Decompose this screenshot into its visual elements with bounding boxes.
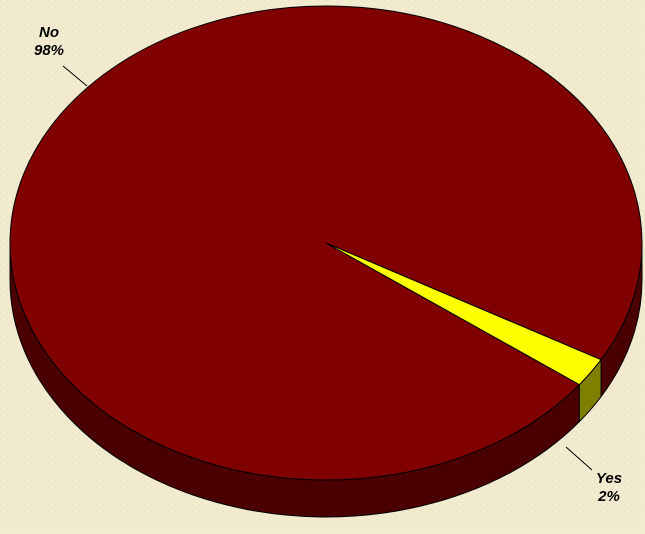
label-no-category: No [39,24,59,41]
pie-top [9,5,643,481]
label-yes-value: 2% [598,488,620,505]
leader-line-no [62,65,88,87]
label-no-value: 98% [33,42,65,59]
pie-slice-yes [325,242,602,386]
label-yes: Yes 2% [582,470,636,506]
leader-lines [62,65,593,471]
pie-slice-no [9,5,643,481]
label-yes-category: Yes [595,470,623,487]
leader-line-yes [565,446,593,471]
label-no: No 98% [22,24,76,60]
